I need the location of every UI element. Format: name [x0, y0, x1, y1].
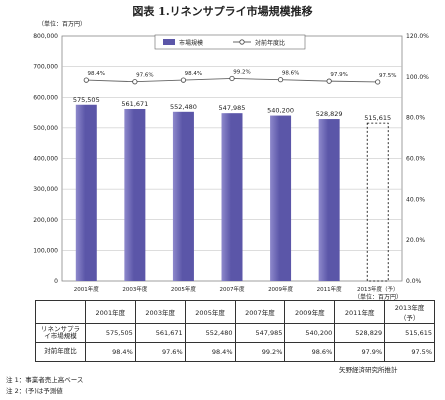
- yoy-value-label: 97.9%: [330, 72, 347, 78]
- table-cell: 99.2%: [234, 342, 286, 362]
- chart-unit-label: （単位：百万円）: [38, 21, 87, 28]
- y-right-tick-label: 40.0%: [406, 196, 425, 203]
- y-right-tick-label: 120.0%: [406, 33, 429, 40]
- table-header-cell: 2003年度: [134, 300, 186, 324]
- bar: [172, 111, 194, 281]
- bar: [221, 113, 243, 281]
- table-header-cell: [35, 300, 86, 324]
- source-credit: 矢野経済研究所推計: [339, 366, 398, 374]
- x-tick-label: 2013年度（予）: [357, 285, 399, 293]
- table-unit-label: （単位：百万円）: [354, 294, 403, 301]
- table-row-label: 対前年度比: [35, 342, 86, 362]
- y-right-tick-label: 20.0%: [406, 237, 425, 244]
- yoy-value-label: 99.2%: [233, 69, 250, 75]
- bar-value-label: 528,829: [316, 110, 343, 118]
- y-right-tick-label: 100.0%: [406, 74, 429, 81]
- bar-value-label: 540,200: [267, 107, 294, 115]
- table-cell: 515,615: [384, 323, 435, 343]
- legend-bar-label: 市場規模: [179, 39, 203, 47]
- table-header-cell: 2001年度: [84, 300, 136, 324]
- footnote-2: 注 2：(予)は予測値: [6, 387, 63, 395]
- yoy-value-label: 97.6%: [136, 73, 153, 79]
- table-row-label: リネンサプライ市場規模: [35, 323, 86, 343]
- x-tick-label: 2005年度: [171, 285, 196, 293]
- yoy-value-label: 98.6%: [282, 71, 299, 77]
- y-right-tick-label: 80.0%: [406, 115, 425, 122]
- y-left-tick-label: 400,000: [33, 156, 58, 163]
- y-left-tick-label: 500,000: [33, 125, 58, 132]
- table-header-cell: 2013年度（予）: [384, 300, 435, 324]
- x-tick-label: 2003年度: [122, 285, 147, 293]
- bar-value-label: 575,505: [73, 96, 100, 104]
- bar-forecast: [366, 122, 389, 282]
- figure-title: 図表 1.リネンサプライ市場規模推移: [132, 5, 313, 18]
- legend-box: [154, 34, 306, 50]
- bar: [270, 115, 292, 281]
- bar-value-label: 552,480: [170, 103, 197, 111]
- y-right-tick-label: 0.0%: [406, 278, 422, 285]
- yoy-point: [277, 77, 284, 83]
- y-right-tick-label: 60.0%: [406, 156, 425, 163]
- x-tick-label: 2009年度: [268, 285, 293, 293]
- bar-value-label: 515,615: [364, 114, 391, 122]
- table-cell: 575,505: [84, 323, 136, 343]
- yoy-point: [132, 79, 138, 85]
- table-cell: 552,480: [184, 323, 236, 343]
- yoy-point: [229, 75, 235, 82]
- y-left-tick-label: 700,000: [33, 64, 58, 71]
- legend-line-marker: [239, 39, 245, 45]
- yoy-value-label: 98.4%: [88, 71, 105, 77]
- y-left-tick-label: 0: [54, 278, 58, 285]
- table-cell: 98.4%: [84, 342, 136, 362]
- y-left-tick-label: 800,000: [33, 33, 58, 40]
- table-cell: 97.5%: [384, 342, 435, 362]
- table-header-cell: 2007年度: [234, 300, 286, 324]
- table-cell: 547,985: [234, 323, 286, 343]
- yoy-point: [180, 77, 187, 83]
- y-left-tick-label: 100,000: [33, 247, 58, 254]
- yoy-value-label: 98.4%: [185, 71, 202, 77]
- table-header-cell: 2011年度: [334, 300, 386, 324]
- yoy-value-label: 97.5%: [379, 73, 396, 79]
- y-left-tick-label: 200,000: [33, 217, 58, 224]
- bar: [124, 108, 146, 282]
- y-left-tick-label: 600,000: [33, 94, 58, 101]
- yoy-point: [326, 78, 332, 84]
- table-header-cell: 2005年度: [184, 300, 236, 324]
- table-cell: 98.6%: [284, 342, 336, 362]
- x-tick-label: 2011年度: [317, 285, 342, 293]
- x-tick-label: 2001年度: [74, 285, 99, 293]
- table-cell: 528,829: [334, 323, 386, 343]
- market-size-chart: 0 100,000 200,000 300,000 400,000 500,000 600,…: [33, 33, 429, 293]
- bar-value-label: 547,985: [219, 104, 246, 112]
- table-cell: 561,671: [134, 323, 186, 343]
- table-cell: 98.4%: [184, 342, 236, 362]
- legend-bar-swatch: [163, 39, 175, 45]
- table-row-market-size: リネンサプライ市場規模 575,505 561,671 552,480 547,…: [35, 323, 435, 343]
- x-tick-label: 2007年度: [220, 285, 245, 293]
- bar-value-label: 561,671: [121, 100, 148, 108]
- table-cell: 540,200: [284, 323, 336, 343]
- table-cell: 97.6%: [134, 342, 186, 362]
- table-header-cell: 2009年度: [284, 300, 336, 324]
- table-header-row: 2001年度 2003年度 2005年度 2007年度 2009年度 2011年…: [35, 300, 435, 324]
- bar: [75, 104, 97, 282]
- data-table: 2001年度 2003年度 2005年度 2007年度 2009年度 2011年…: [35, 300, 435, 362]
- footnote-1: 注 1：事業者売上高ベース: [6, 376, 84, 384]
- table-row-yoy: 対前年度比 98.4% 97.6% 98.4% 99.2% 98.6% 97.9…: [35, 342, 435, 362]
- bar: [318, 119, 340, 282]
- legend-line-label: 対前年度比: [255, 39, 285, 47]
- yoy-point: [83, 77, 89, 83]
- y-left-tick-label: 300,000: [33, 186, 58, 193]
- yoy-point: [375, 79, 381, 85]
- table-cell: 97.9%: [334, 342, 386, 362]
